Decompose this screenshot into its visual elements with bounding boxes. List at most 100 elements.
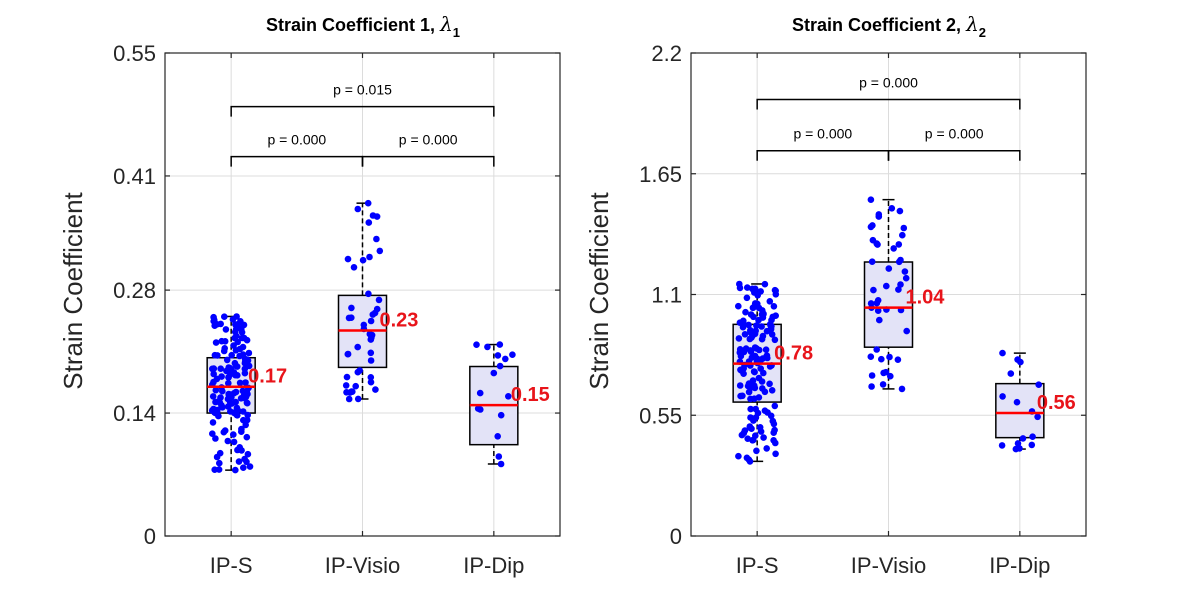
data-point — [745, 456, 753, 464]
data-point — [752, 327, 759, 335]
data-point — [354, 205, 362, 213]
data-point — [1007, 370, 1015, 377]
y-tick-label: 0 — [670, 524, 682, 549]
x-tick-label: IP-Visio — [851, 553, 926, 578]
data-point — [239, 343, 247, 351]
data-point — [902, 274, 910, 282]
data-point — [753, 447, 760, 455]
data-point — [895, 258, 903, 266]
data-point — [240, 321, 248, 329]
data-point — [373, 305, 381, 313]
data-point — [231, 328, 239, 336]
data-point — [883, 282, 890, 290]
data-point — [759, 385, 766, 392]
data-point — [228, 351, 235, 359]
y-tick-label: 0.41 — [113, 164, 156, 189]
data-point — [367, 374, 375, 381]
y-tick-label: 0.28 — [113, 278, 156, 303]
data-point — [769, 417, 777, 425]
data-point — [241, 455, 248, 463]
data-point — [243, 336, 251, 344]
data-point — [505, 393, 512, 400]
y-tick-label: 1.1 — [651, 283, 682, 308]
data-point — [770, 303, 778, 310]
data-point — [494, 433, 502, 440]
data-point — [899, 231, 906, 239]
y-tick-label: 0.55 — [113, 41, 156, 66]
data-point — [232, 398, 239, 406]
data-point — [751, 384, 759, 392]
data-point — [751, 395, 758, 403]
data-point — [746, 335, 754, 343]
data-point — [209, 419, 217, 426]
significance-bracket: p = 0.000 — [887, 126, 1021, 161]
data-points — [342, 199, 384, 403]
data-point — [1014, 440, 1022, 447]
data-point — [755, 316, 762, 324]
box-group: 0.15 — [469, 341, 550, 468]
data-point — [735, 335, 743, 342]
chart-title: Strain Coefficient 1, λ1 — [266, 12, 460, 40]
data-point — [766, 298, 774, 305]
data-point — [747, 311, 755, 318]
data-point — [484, 343, 491, 351]
data-point — [766, 380, 773, 388]
data-point — [868, 372, 876, 379]
data-point — [901, 268, 909, 275]
data-point — [221, 338, 229, 345]
data-point — [359, 256, 367, 264]
data-point — [1028, 441, 1036, 449]
data-point — [496, 362, 504, 370]
data-point — [225, 379, 232, 387]
data-point — [220, 347, 228, 355]
data-point — [219, 387, 226, 395]
data-point — [763, 445, 770, 452]
data-point — [352, 382, 360, 390]
significance-bracket: p = 0.015 — [230, 82, 495, 117]
data-point — [242, 393, 250, 401]
data-point — [868, 258, 876, 266]
data-point — [243, 433, 251, 441]
data-point — [895, 241, 903, 248]
data-point — [744, 382, 752, 390]
data-point — [209, 393, 217, 400]
data-point — [770, 429, 777, 437]
data-point — [246, 463, 254, 470]
data-point — [348, 304, 355, 312]
data-point — [998, 442, 1006, 449]
box-group: 0.23 — [337, 199, 419, 403]
data-point — [867, 353, 875, 361]
data-point — [754, 292, 761, 299]
data-point — [238, 428, 245, 436]
data-point — [751, 285, 759, 293]
bracket-line — [756, 98, 1021, 110]
data-point — [245, 362, 253, 370]
data-point — [342, 382, 350, 389]
bracket-line — [887, 149, 1021, 161]
median-value-label: 0.15 — [511, 384, 550, 406]
x-tick-label: IP-S — [210, 553, 253, 578]
data-point — [373, 213, 381, 220]
chart-panel-strain-coefficient-2: Strain Coefficient 2, λ2 Strain Coeffici… — [584, 12, 1087, 578]
data-point — [367, 349, 375, 357]
data-point — [219, 404, 226, 411]
data-point — [239, 408, 247, 415]
y-tick-label: 0 — [144, 524, 156, 549]
data-point — [473, 341, 480, 349]
data-point — [494, 352, 502, 359]
data-point — [1019, 435, 1027, 442]
data-point — [771, 336, 779, 344]
median-value-label: 0.17 — [248, 366, 287, 388]
data-point — [875, 211, 883, 218]
data-point — [211, 322, 218, 330]
data-point — [744, 284, 751, 291]
data-point — [772, 450, 779, 458]
data-point — [770, 437, 777, 444]
data-point — [885, 265, 893, 272]
data-point — [748, 354, 756, 361]
data-point — [212, 435, 219, 442]
data-point — [214, 352, 221, 359]
data-point — [360, 321, 368, 329]
data-point — [761, 280, 769, 288]
median-value-label: 0.23 — [380, 310, 419, 332]
